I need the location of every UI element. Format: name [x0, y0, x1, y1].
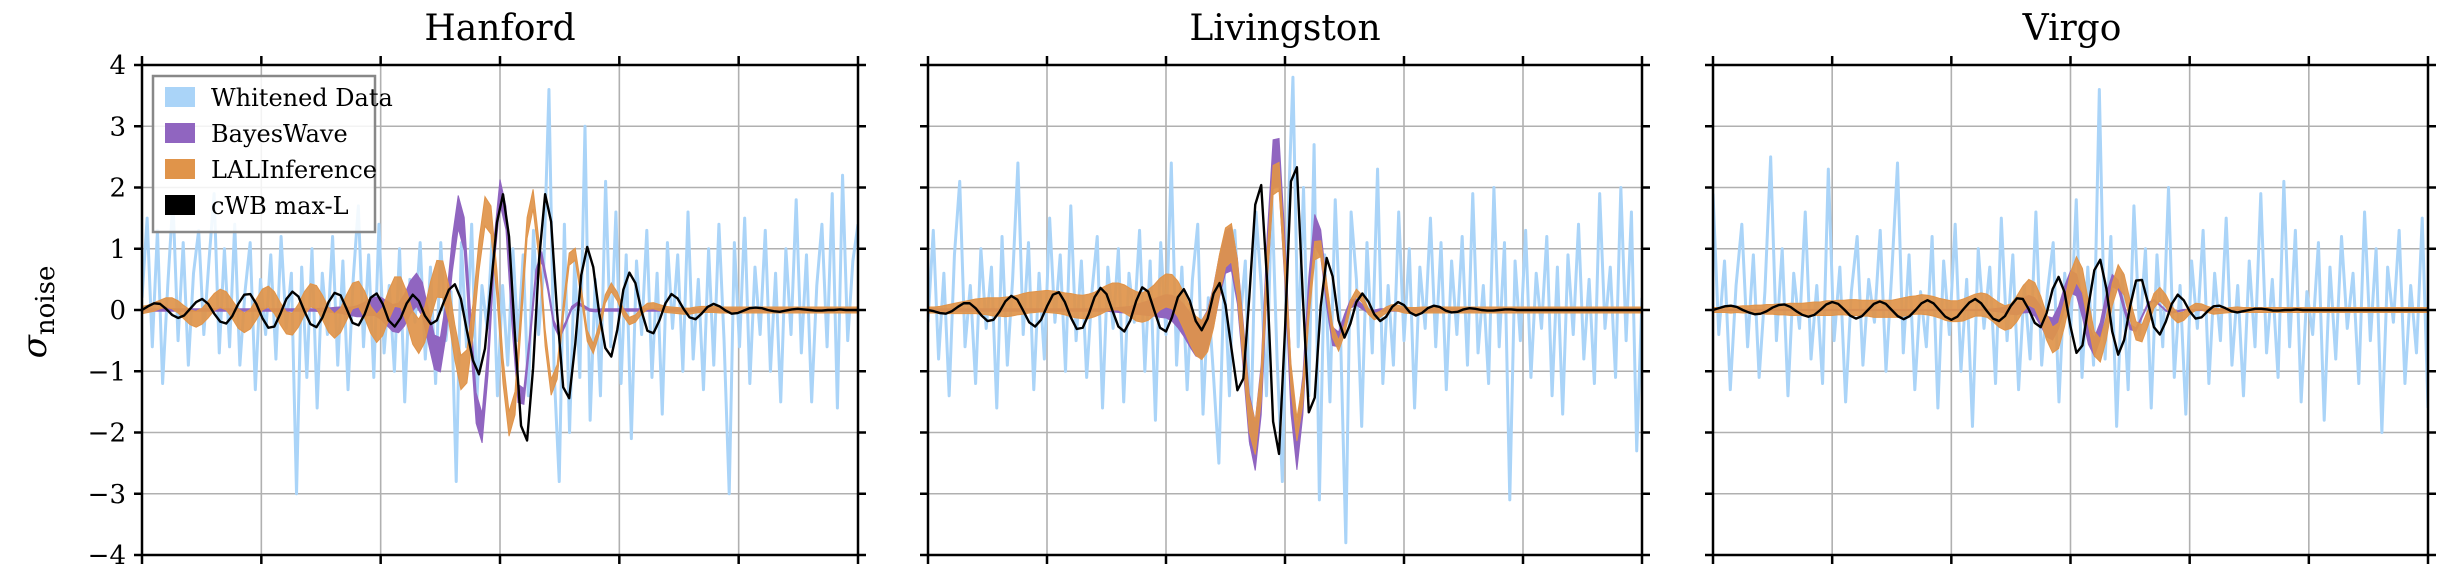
ticks-hanford [134, 56, 866, 564]
y-tick-label: 1 [109, 235, 126, 265]
legend: Whitened Data BayesWave LALInference cWB ma… [151, 74, 393, 234]
y-tick-label: −2 [88, 419, 126, 449]
series-whitened-data-livingston [928, 75, 1642, 545]
series-cwb-max-l-hanford [142, 193, 858, 442]
series-whitened-data-virgo [1713, 88, 2428, 434]
panel-title-livingston: Livingston [1189, 8, 1380, 49]
ticks-virgo [1705, 56, 2436, 564]
legend-label: Whitened Data [211, 84, 393, 112]
y-axis-label: σnoise [15, 266, 61, 359]
plot-area-virgo [1705, 56, 2436, 564]
legend-label: BayesWave [211, 120, 348, 148]
y-axis-label-subscript: noise [31, 266, 61, 335]
legend-swatch [165, 195, 195, 215]
series-cwb-max-l-livingston [928, 166, 1642, 456]
axes-frame-livingston [926, 63, 1644, 557]
y-tick-label: 2 [109, 174, 126, 204]
series-lalinference-band-hanford [142, 189, 858, 437]
axes-frame-hanford [140, 63, 860, 557]
y-axis-label-symbol: σ [15, 334, 55, 358]
series-lalinference-band-livingston [928, 161, 1642, 455]
y-tick-label: −3 [88, 480, 126, 510]
y-tick-label: −1 [88, 357, 126, 387]
y-tick-label: 4 [109, 51, 126, 81]
legend-label: cWB max-L [211, 192, 349, 220]
y-tick-labels: −4 −3 −2 −1 0 1 2 3 4 [88, 51, 126, 571]
series-layer-virgo [1713, 88, 2428, 434]
legend-label: LALInference [211, 156, 377, 184]
series-layer-livingston [928, 75, 1642, 545]
legend-swatch [165, 123, 195, 143]
panel-virgo: Virgo [1705, 8, 2436, 564]
legend-swatch [165, 159, 195, 179]
legend-swatch [165, 87, 195, 107]
plot-area-livingston [920, 56, 1650, 564]
axes-frame-virgo [1711, 63, 2430, 557]
series-layer-hanford [142, 88, 858, 496]
y-tick-label: −4 [88, 541, 126, 571]
panel-title-hanford: Hanford [424, 8, 575, 49]
y-tick-label: 0 [109, 296, 126, 326]
panel-title-virgo: Virgo [2022, 8, 2122, 49]
y-tick-label: 3 [109, 112, 126, 142]
series-cwb-max-l-virgo [1713, 258, 2428, 356]
panel-livingston: Livingston [920, 8, 1650, 564]
ticks-livingston [920, 56, 1650, 564]
